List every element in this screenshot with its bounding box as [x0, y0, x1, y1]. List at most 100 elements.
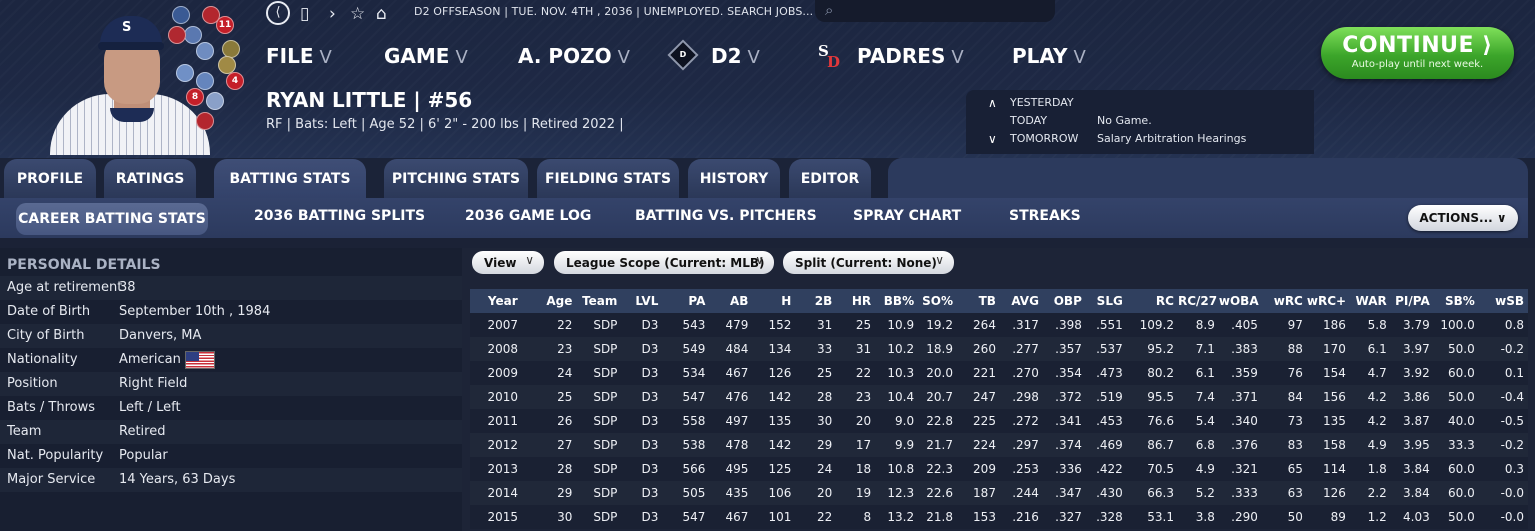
table-cell: 8	[863, 510, 872, 524]
column-header[interactable]: SO%	[922, 294, 953, 308]
clock-badge-3-icon[interactable]	[196, 72, 214, 90]
column-header[interactable]: wRC+	[1306, 294, 1347, 308]
menu-play[interactable]: PLAY V	[1012, 44, 1086, 68]
star-badge-icon[interactable]	[202, 6, 220, 24]
tab-batting-stats[interactable]: BATTING STATS	[214, 159, 366, 198]
column-header[interactable]: SLG	[1096, 294, 1123, 308]
home-icon[interactable]: ⌂	[376, 4, 387, 24]
column-header[interactable]: OBP	[1053, 294, 1082, 308]
award-badge-icon[interactable]	[206, 92, 224, 110]
subtab-batting-splits[interactable]: 2036 BATTING SPLITS	[254, 208, 426, 224]
subtab-game-log[interactable]: 2036 GAME LOG	[465, 208, 592, 224]
player-info: RF | Bats: Left | Age 52 | 6' 2" - 200 l…	[266, 117, 624, 132]
table-cell: .374	[1055, 438, 1082, 452]
tab-editor[interactable]: EDITOR	[789, 159, 871, 198]
table-cell: 4.9	[1195, 462, 1215, 476]
device-icon[interactable]: ▯	[300, 4, 310, 24]
table-row[interactable]: 2009 24 SDP D3 534 467 126 25 22 10.3 20.0 221 .270.…	[470, 361, 1528, 385]
column-header[interactable]: PI/PA	[1395, 294, 1430, 308]
column-header[interactable]: wSB	[1495, 294, 1524, 308]
tab-history[interactable]: HISTORY	[688, 159, 780, 198]
subtab-batting-vs-pitchers[interactable]: BATTING VS. PITCHERS	[635, 208, 817, 224]
menu-manager[interactable]: A. POZO V	[518, 44, 630, 68]
clock-badge-2-icon[interactable]	[176, 64, 194, 82]
clock-badge-icon[interactable]	[196, 42, 214, 60]
actions-button[interactable]: ACTIONS... ∨	[1408, 205, 1518, 231]
table-cell: 0.3	[1504, 462, 1524, 476]
subtab-spray-chart[interactable]: SPRAY CHART	[853, 208, 962, 224]
column-header[interactable]: PA	[688, 294, 706, 308]
badge-count-11[interactable]: 11	[216, 16, 234, 34]
league-scope-dropdown[interactable]: League Scope (Current: MLB) ∨	[554, 251, 774, 274]
star-icon[interactable]: ☆	[350, 4, 366, 24]
subtab-streaks[interactable]: STREAKS	[1009, 208, 1081, 224]
column-header[interactable]: wRC	[1273, 294, 1303, 308]
column-header[interactable]: H	[781, 294, 792, 308]
column-header[interactable]: Age	[546, 294, 573, 308]
table-cell: 6.8	[1195, 438, 1215, 452]
tomorrow-label: TOMORROW	[1010, 132, 1079, 145]
table-cell: 26	[557, 414, 573, 428]
globe-badge-icon[interactable]	[172, 6, 190, 24]
table-row[interactable]: 2012 27 SDP D3 538 478 142 29 17 9.9 21.7 224 .297 .3…	[470, 433, 1528, 457]
status-line[interactable]: D2 OFFSEASON | TUE. NOV. 4TH , 2036 | UN…	[414, 5, 814, 18]
table-row[interactable]: 2011 26 SDP D3 558 497 135 30 20 9.0 22.8 225 .272 .3…	[470, 409, 1528, 433]
forward-icon[interactable]: ›	[329, 4, 336, 24]
tab-fielding-stats[interactable]: FIELDING STATS	[537, 159, 679, 198]
table-cell: 23	[557, 342, 573, 356]
table-cell: 2012	[487, 438, 519, 452]
chevron-down-icon[interactable]: ∨	[988, 132, 997, 146]
split-dropdown[interactable]: Split (Current: None) ∨	[783, 251, 954, 274]
table-cell: 547	[682, 510, 706, 524]
column-header[interactable]: BB%	[883, 294, 915, 308]
column-header[interactable]: WAR	[1355, 294, 1387, 308]
column-header[interactable]: RC	[1155, 294, 1174, 308]
table-row[interactable]: 2008 23 SDP D3 549 484 134 33 31 10.2 18.9 260 .277.…	[470, 337, 1528, 361]
tab-profile[interactable]: PROFILE	[4, 159, 96, 198]
table-header-row: Year Age Team LVL PA AB H 2B HR BB% SO% …	[470, 289, 1528, 313]
table-row[interactable]: 2010 25 SDP D3 547 476 142 28 23 10.4 20.7 247 .298.…	[470, 385, 1528, 409]
detail-label: Nat. Popularity	[7, 448, 104, 463]
badge-count-8[interactable]: 8	[186, 88, 204, 106]
back-button-icon[interactable]: ⟨	[266, 1, 290, 25]
table-cell: D3	[641, 438, 659, 452]
column-header[interactable]: TB	[978, 294, 996, 308]
menu-file[interactable]: FILE V	[266, 44, 332, 68]
column-header[interactable]: 2B	[814, 294, 833, 308]
table-row[interactable]: 2007 22 SDP D3 543 479 152 31 25 10.9 19.2 264 .317.…	[470, 313, 1528, 337]
column-header[interactable]: LVL	[635, 294, 659, 308]
table-row[interactable]: 2014 29 SDP D3 505 435 106 20 19 12.3 22.6 187 .244.…	[470, 481, 1528, 505]
tab-ratings[interactable]: RATINGS	[104, 159, 196, 198]
table-cell: -0.2	[1500, 438, 1524, 452]
column-header[interactable]: Year	[487, 294, 518, 308]
ball-badge-icon[interactable]	[168, 26, 186, 44]
column-header[interactable]: SB%	[1444, 294, 1475, 308]
table-row[interactable]: 2015 30 SDP D3 547 467 101 22 8 13.2 21.8 153 .216 .3…	[470, 505, 1528, 529]
continue-button[interactable]: CONTINUE ⟩ Auto-play until next week.	[1321, 27, 1514, 79]
column-header[interactable]: AB	[729, 294, 749, 308]
menu-league[interactable]: D2 V	[711, 44, 760, 68]
column-header[interactable]: AVG	[1011, 294, 1039, 308]
chevron-up-icon[interactable]: ∧	[988, 96, 997, 110]
table-cell: 484	[725, 342, 749, 356]
chevron-down-icon: V	[617, 47, 630, 68]
table-cell: 153	[973, 510, 996, 524]
search-icon: ⌕	[825, 1, 834, 19]
column-header[interactable]: wOBA	[1218, 294, 1259, 308]
column-header[interactable]: Team	[582, 294, 618, 308]
badge-count-4[interactable]: 4	[226, 72, 244, 90]
star-badge-2-icon[interactable]	[196, 112, 214, 130]
medal-badge-icon[interactable]	[184, 26, 202, 44]
table-cell: SDP	[593, 438, 618, 452]
view-dropdown[interactable]: View ∨	[472, 251, 544, 274]
table-cell: D3	[641, 462, 659, 476]
search-input[interactable]: ⌕	[815, 0, 1055, 22]
menu-game[interactable]: GAME V	[384, 44, 468, 68]
tab-pitching-stats[interactable]: PITCHING STATS	[384, 159, 528, 198]
gold-star-icon[interactable]	[218, 56, 236, 74]
table-row[interactable]: 2013 28 SDP D3 566 495 125 24 18 10.8 22.3 209 .253.…	[470, 457, 1528, 481]
subtab-career-batting-stats[interactable]: CAREER BATTING STATS	[16, 203, 208, 235]
column-header[interactable]: RC/27	[1177, 294, 1218, 308]
column-header[interactable]: HR	[851, 294, 872, 308]
menu-team[interactable]: PADRES V	[857, 44, 964, 68]
